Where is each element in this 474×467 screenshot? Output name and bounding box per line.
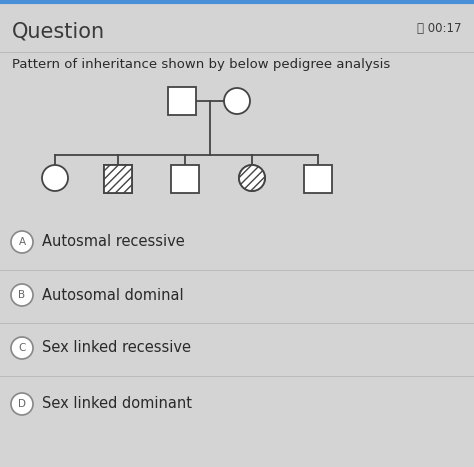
Bar: [171, 165, 199, 193]
Text: ⏱ 00:17: ⏱ 00:17: [418, 22, 462, 35]
Circle shape: [239, 165, 265, 191]
Circle shape: [224, 88, 250, 114]
Bar: [168, 87, 196, 115]
Text: Pattern of inheritance shown by below pedigree analysis: Pattern of inheritance shown by below pe…: [12, 58, 390, 71]
Bar: [304, 165, 332, 193]
Text: B: B: [18, 290, 26, 300]
Text: Autosomal dominal: Autosomal dominal: [42, 288, 183, 303]
Text: A: A: [18, 237, 26, 247]
Circle shape: [11, 284, 33, 306]
Circle shape: [239, 165, 265, 191]
Circle shape: [42, 165, 68, 191]
Text: C: C: [18, 343, 26, 353]
Text: Question: Question: [12, 22, 105, 42]
Text: Sex linked dominant: Sex linked dominant: [42, 396, 192, 411]
Text: Autosmal recessive: Autosmal recessive: [42, 234, 185, 249]
Text: Sex linked recessive: Sex linked recessive: [42, 340, 191, 355]
Bar: [104, 165, 132, 193]
Circle shape: [11, 231, 33, 253]
Circle shape: [11, 337, 33, 359]
Bar: [104, 165, 132, 193]
Circle shape: [11, 393, 33, 415]
Text: D: D: [18, 399, 26, 409]
